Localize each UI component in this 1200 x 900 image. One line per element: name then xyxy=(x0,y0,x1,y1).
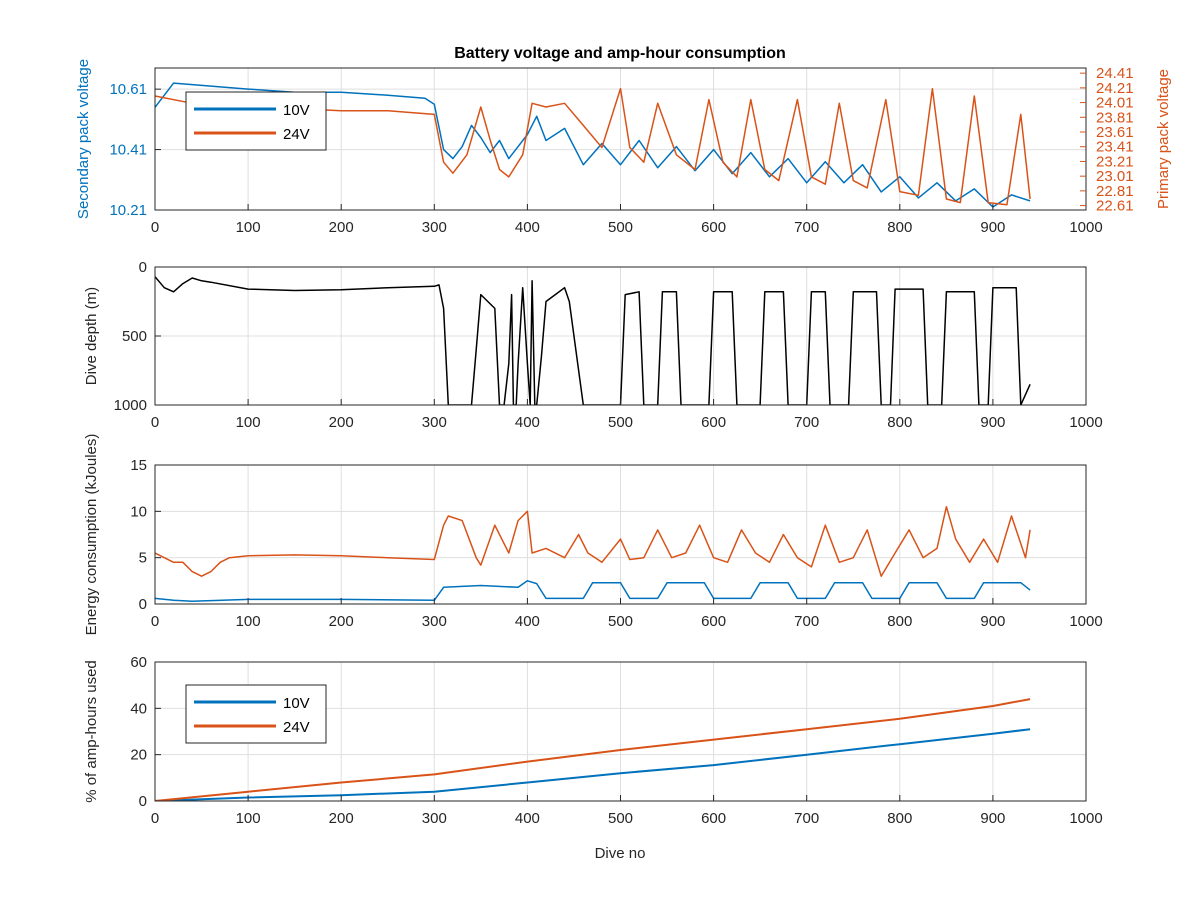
y-tick-label: 0 xyxy=(139,793,147,810)
y-tick-label: 15 xyxy=(130,457,147,474)
x-tick-label: 700 xyxy=(794,810,819,827)
x-tick-label: 100 xyxy=(236,219,261,236)
x-tick-label: 800 xyxy=(887,810,912,827)
x-tick-label: 600 xyxy=(701,414,726,431)
y-tick-label: 20 xyxy=(130,747,147,764)
y-axis-label: Dive depth (m) xyxy=(83,287,100,385)
x-tick-label: 400 xyxy=(515,414,540,431)
x-tick-label: 600 xyxy=(701,219,726,236)
legend-label-10v: 10V xyxy=(283,102,310,119)
legend-label-24v: 24V xyxy=(283,719,310,736)
y-right-tick-label: 23.01 xyxy=(1096,168,1134,185)
x-tick-label: 0 xyxy=(151,613,159,630)
y-tick-label: 0 xyxy=(139,596,147,613)
x-tick-label: 100 xyxy=(236,414,261,431)
series-10v-line xyxy=(155,580,1031,602)
y-tick-label: 1000 xyxy=(114,397,147,414)
x-tick-label: 400 xyxy=(515,810,540,827)
x-tick-label: 700 xyxy=(794,414,819,431)
x-tick-label: 900 xyxy=(980,219,1005,236)
x-tick-label: 200 xyxy=(329,219,354,236)
y-right-tick-label: 24.01 xyxy=(1096,95,1134,112)
x-tick-label: 600 xyxy=(701,810,726,827)
figure-title: Battery voltage and amp-hour consumption xyxy=(454,45,786,62)
legend-box xyxy=(185,684,327,744)
x-tick-label: 700 xyxy=(794,613,819,630)
x-tick-label: 300 xyxy=(422,219,447,236)
series-depth-line xyxy=(155,276,1031,405)
y-right-tick-label: 23.21 xyxy=(1096,153,1134,170)
x-tick-label: 900 xyxy=(980,613,1005,630)
series-24v-line xyxy=(155,87,1031,206)
y-tick-label: 0 xyxy=(139,259,147,276)
x-tick-label: 400 xyxy=(515,613,540,630)
x-tick-label: 500 xyxy=(608,219,633,236)
y-right-axis-label: Primary pack voltage xyxy=(1155,69,1172,209)
y-tick-label: 10.21 xyxy=(109,202,147,219)
series-24v-line xyxy=(155,698,1031,801)
x-tick-label: 0 xyxy=(151,810,159,827)
y-right-tick-label: 24.21 xyxy=(1096,80,1134,97)
y-tick-label: 10.41 xyxy=(109,142,147,159)
subplot-3: 0 100 200 300 400 500 600 700 800 900 1000 0 5 10 15 En… xyxy=(83,434,1103,636)
y-tick-label: 5 xyxy=(139,550,147,567)
x-tick-label: 500 xyxy=(608,810,633,827)
series-10v-line xyxy=(155,728,1031,801)
subplot-4: 0 100 200 300 400 500 600 700 800 900 1000 0 20 40 60%… xyxy=(83,654,1103,827)
y-tick-label: 10.61 xyxy=(109,81,147,98)
figure-xlabel: Dive no xyxy=(595,845,646,862)
y-right-tick-label: 22.81 xyxy=(1096,183,1134,200)
subplot-2: 0 100 200 300 400 500 600 700 800 900 100005001000… xyxy=(83,259,1103,431)
y-tick-label: 40 xyxy=(130,700,147,717)
x-tick-label: 0 xyxy=(151,414,159,431)
subplot-1: 0 100 200 300 400 500 600 700 800 900 1000 10.21 10.… xyxy=(75,59,1172,236)
x-tick-label: 500 xyxy=(608,414,633,431)
y-tick-label: 500 xyxy=(122,328,147,345)
x-tick-label: 100 xyxy=(236,613,261,630)
x-tick-label: 200 xyxy=(329,613,354,630)
y-right-tick-label: 24.41 xyxy=(1096,65,1134,82)
x-tick-label: 900 xyxy=(980,810,1005,827)
x-tick-label: 300 xyxy=(422,414,447,431)
series-24v-line xyxy=(155,505,1031,577)
subplots: 0 100 200 300 400 500 600 700 800 900 100010.2110.… xyxy=(75,59,1172,827)
y-right-tick-label: 23.61 xyxy=(1096,124,1134,141)
x-tick-label: 1000 xyxy=(1069,810,1102,827)
legend-label-10v: 10V xyxy=(283,695,310,712)
x-tick-label: 1000 xyxy=(1069,414,1102,431)
x-tick-label: 700 xyxy=(794,219,819,236)
x-tick-label: 600 xyxy=(701,613,726,630)
y-tick-label: 10 xyxy=(130,503,147,520)
x-tick-label: 0 xyxy=(151,219,159,236)
x-tick-label: 800 xyxy=(887,414,912,431)
x-tick-label: 300 xyxy=(422,810,447,827)
y-axis-label: Secondary pack voltage xyxy=(75,59,92,219)
x-tick-label: 800 xyxy=(887,613,912,630)
x-tick-label: 200 xyxy=(329,414,354,431)
legend-label-24v: 24V xyxy=(283,126,310,143)
x-tick-label: 400 xyxy=(515,219,540,236)
x-tick-label: 1000 xyxy=(1069,613,1102,630)
legend-box xyxy=(185,91,327,151)
x-tick-label: 200 xyxy=(329,810,354,827)
y-axis-label: Energy consumption (kJoules) xyxy=(83,434,100,636)
y-tick-label: 60 xyxy=(130,654,147,671)
x-tick-label: 900 xyxy=(980,414,1005,431)
y-right-tick-label: 23.41 xyxy=(1096,139,1134,156)
x-tick-label: 100 xyxy=(236,810,261,827)
x-tick-label: 300 xyxy=(422,613,447,630)
series-10v-line xyxy=(155,82,1031,208)
y-right-tick-label: 22.61 xyxy=(1096,198,1134,215)
y-right-tick-label: 23.81 xyxy=(1096,109,1134,126)
x-tick-label: 1000 xyxy=(1069,219,1102,236)
y-axis-label: % of amp-hours used xyxy=(83,660,100,803)
x-tick-label: 800 xyxy=(887,219,912,236)
x-tick-label: 500 xyxy=(608,613,633,630)
